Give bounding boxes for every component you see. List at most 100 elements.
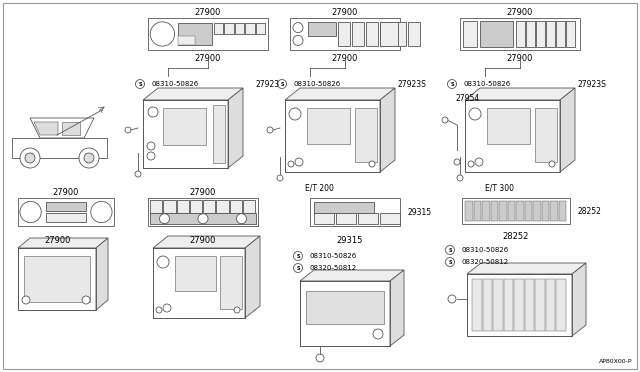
Polygon shape xyxy=(465,88,575,100)
Bar xyxy=(150,214,256,224)
Bar xyxy=(143,100,228,168)
Bar xyxy=(148,18,268,50)
Bar xyxy=(150,200,163,213)
Bar xyxy=(308,22,335,36)
Bar xyxy=(541,201,549,221)
Text: 08310-50826: 08310-50826 xyxy=(151,81,198,87)
Bar xyxy=(24,256,90,302)
Bar xyxy=(148,198,258,226)
Polygon shape xyxy=(30,118,94,138)
Text: 28252: 28252 xyxy=(503,231,529,241)
Bar xyxy=(225,23,234,34)
Bar xyxy=(314,202,374,213)
Circle shape xyxy=(267,127,273,133)
Bar xyxy=(546,279,556,331)
Polygon shape xyxy=(34,122,58,135)
Bar xyxy=(493,279,502,331)
Text: 29315: 29315 xyxy=(408,208,432,217)
Polygon shape xyxy=(18,238,108,248)
Bar xyxy=(310,198,400,226)
Bar xyxy=(546,21,555,47)
Bar xyxy=(235,23,244,34)
Bar xyxy=(380,212,400,224)
Bar xyxy=(46,214,86,222)
Circle shape xyxy=(198,214,208,224)
Bar xyxy=(394,22,406,46)
Bar xyxy=(465,201,472,221)
Bar xyxy=(556,279,566,331)
Bar xyxy=(177,200,189,213)
Bar xyxy=(307,108,349,144)
Circle shape xyxy=(469,108,481,120)
Text: S: S xyxy=(296,266,300,270)
Text: 27954: 27954 xyxy=(455,93,479,103)
Circle shape xyxy=(454,159,460,165)
Circle shape xyxy=(20,148,40,168)
Bar xyxy=(482,201,490,221)
Bar xyxy=(358,212,378,224)
Bar xyxy=(462,198,570,224)
Text: 27900: 27900 xyxy=(332,54,358,62)
Circle shape xyxy=(147,142,155,150)
Circle shape xyxy=(294,251,303,260)
Text: E/T 200: E/T 200 xyxy=(305,183,334,192)
Circle shape xyxy=(22,296,30,304)
Text: 08310-50826: 08310-50826 xyxy=(310,253,357,259)
Polygon shape xyxy=(143,88,243,100)
Bar xyxy=(535,108,557,162)
Polygon shape xyxy=(572,263,586,336)
Text: AP80X00-P: AP80X00-P xyxy=(598,359,632,364)
Text: E/T 300: E/T 300 xyxy=(485,183,514,192)
Bar xyxy=(463,21,477,47)
Polygon shape xyxy=(245,236,260,318)
Circle shape xyxy=(278,80,287,89)
Bar xyxy=(179,36,195,45)
Bar xyxy=(189,200,202,213)
Bar xyxy=(483,279,492,331)
Bar xyxy=(46,202,86,211)
Circle shape xyxy=(84,153,94,163)
Text: 27923: 27923 xyxy=(256,80,280,89)
Circle shape xyxy=(20,201,41,222)
Text: 27900: 27900 xyxy=(53,187,79,196)
Bar xyxy=(516,21,525,47)
Circle shape xyxy=(156,307,162,313)
Bar xyxy=(465,100,560,172)
Polygon shape xyxy=(285,88,395,100)
Circle shape xyxy=(293,23,303,33)
Bar xyxy=(352,22,364,46)
Bar xyxy=(175,256,216,291)
Text: S: S xyxy=(138,81,141,87)
Text: S: S xyxy=(451,81,454,87)
Bar xyxy=(306,291,384,324)
Bar xyxy=(230,200,242,213)
Polygon shape xyxy=(62,122,80,135)
Bar xyxy=(536,21,545,47)
Circle shape xyxy=(468,161,474,167)
Circle shape xyxy=(234,307,240,313)
Text: 08320-50812: 08320-50812 xyxy=(310,265,357,271)
Bar xyxy=(550,201,557,221)
Polygon shape xyxy=(380,88,395,172)
Bar xyxy=(214,23,223,34)
Bar xyxy=(18,198,114,226)
Circle shape xyxy=(159,214,170,224)
Polygon shape xyxy=(12,138,107,158)
Text: S: S xyxy=(448,260,452,264)
Circle shape xyxy=(475,158,483,166)
Bar xyxy=(526,21,535,47)
Bar xyxy=(338,22,349,46)
Bar xyxy=(18,248,96,310)
Text: 27900: 27900 xyxy=(195,54,221,62)
Text: 08310-50826: 08310-50826 xyxy=(462,247,509,253)
Bar xyxy=(516,201,524,221)
Bar xyxy=(216,200,228,213)
Circle shape xyxy=(293,35,303,45)
Bar xyxy=(480,21,513,47)
Bar xyxy=(380,22,392,46)
Bar xyxy=(153,248,245,318)
Circle shape xyxy=(157,256,169,268)
Bar xyxy=(408,22,420,46)
Bar xyxy=(467,274,572,336)
Text: 27900: 27900 xyxy=(195,7,221,16)
